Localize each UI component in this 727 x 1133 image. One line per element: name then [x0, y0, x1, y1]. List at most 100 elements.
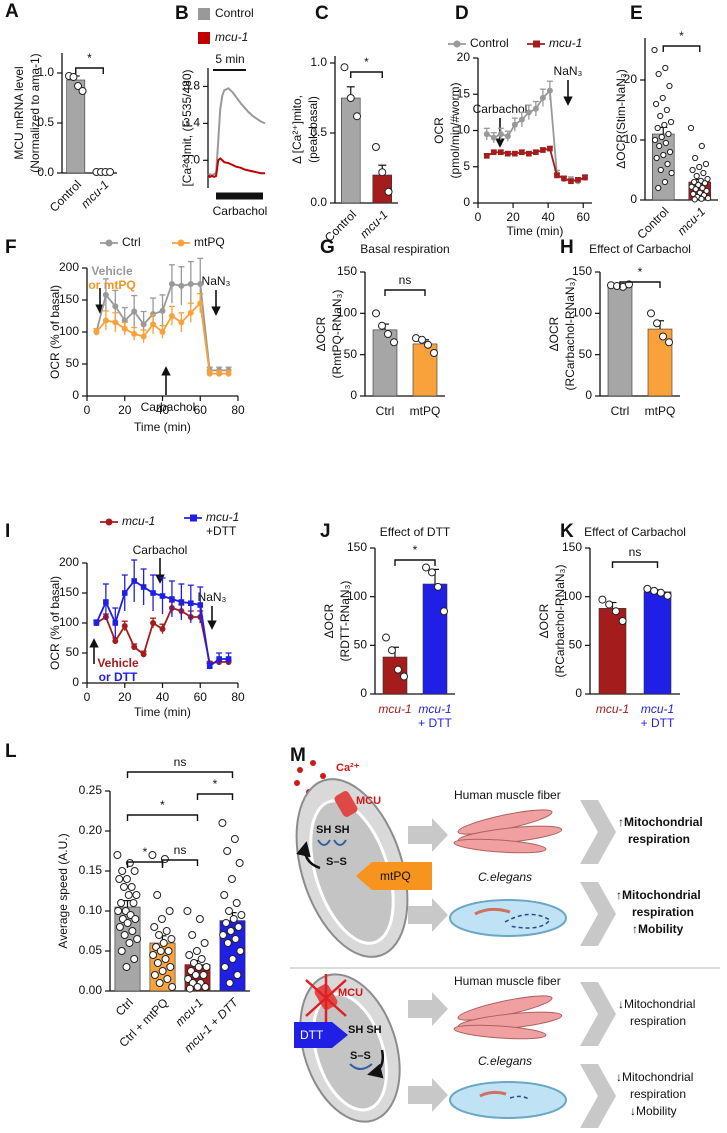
- muscle-fibers: [453, 809, 563, 854]
- y-tick-label: 200: [59, 260, 79, 274]
- y-tick-label: 100: [347, 589, 367, 603]
- annotation: Vehicle: [97, 656, 139, 670]
- significance-bracket: [196, 793, 234, 800]
- x-tick-label: Control: [634, 204, 671, 241]
- data-point: [130, 867, 139, 875]
- y-tick-label: 150: [562, 540, 582, 554]
- data-point: [106, 168, 115, 176]
- y-tick-label: 150: [572, 264, 592, 278]
- data-point: [388, 646, 396, 655]
- y-axis-label: OCR (% of basal): [48, 285, 62, 379]
- x-tick-label: Control: [47, 177, 84, 214]
- y-tick-label: 3.8: [183, 79, 200, 93]
- thiols-label: SH SH: [348, 1024, 382, 1036]
- data-point: [229, 915, 238, 923]
- data-point: [197, 955, 206, 963]
- redox-arrow: [296, 841, 321, 870]
- data-point: [691, 196, 698, 203]
- data-point: [185, 984, 194, 993]
- annotation: Carbachol: [141, 400, 196, 414]
- annotation: or mtPQ: [88, 278, 135, 292]
- y-tick-label: 3.0: [183, 152, 200, 166]
- y-axis-label: ΔOCR: [322, 603, 336, 638]
- data-point: [689, 166, 696, 174]
- data-point: [195, 915, 204, 923]
- panel-label: E: [630, 3, 643, 24]
- data-point: [183, 907, 192, 915]
- data-point: [693, 172, 700, 180]
- mcu-channel: [334, 791, 358, 817]
- drug-label: DTT: [300, 1028, 324, 1042]
- data-point: [222, 919, 231, 927]
- track: [509, 1095, 531, 1101]
- data-point: [696, 163, 703, 171]
- data-point: [699, 184, 706, 192]
- data-point: [220, 891, 229, 899]
- y-axis-label: Δ [Ca²⁺]mito,: [290, 95, 304, 164]
- effect-text: ↑Mitochondrial: [616, 888, 701, 902]
- data-point: [668, 169, 675, 177]
- data-point: [440, 607, 448, 616]
- data-point: [159, 939, 168, 947]
- panel-label: I: [5, 521, 10, 542]
- data-point: [346, 94, 355, 102]
- worm-label: C.elegans: [478, 1054, 532, 1068]
- y-tick-label: 0.10: [79, 903, 103, 917]
- y-tick-label: 150: [347, 540, 367, 554]
- y-tick-label: 50: [344, 347, 358, 361]
- data-point: [120, 931, 129, 939]
- y-axis-label: (RDTT-RNaN₃): [338, 581, 352, 662]
- data-point: [194, 963, 203, 971]
- significance-bracket: [611, 561, 659, 568]
- data-point: [661, 178, 669, 186]
- data-point: [140, 333, 147, 340]
- annotation: 5 min: [215, 52, 244, 66]
- data-point: [93, 329, 100, 335]
- data-point: [150, 620, 157, 626]
- data-point: [140, 651, 147, 658]
- worm-label: C.elegans: [478, 870, 532, 884]
- data-point: [382, 633, 390, 642]
- y-tick-label: 0.0: [310, 195, 327, 209]
- data-point: [371, 143, 380, 151]
- significance-bracket: [75, 67, 104, 74]
- data-point: [701, 180, 709, 187]
- y-tick-label: 100: [337, 306, 357, 320]
- y-axis-label: OCR: [432, 117, 446, 144]
- data-point: [117, 947, 126, 955]
- data-point: [698, 142, 705, 150]
- data-point: [102, 291, 109, 298]
- data-point: [424, 340, 432, 349]
- effect-text: respiration: [630, 1087, 686, 1101]
- data-point: [657, 166, 664, 174]
- significance-label: *: [679, 29, 684, 43]
- data-point: [162, 927, 171, 935]
- data-point: [511, 121, 518, 128]
- legend-label: mcu-1 +DTT: [206, 510, 239, 538]
- data-point: [532, 105, 539, 112]
- data-point: [665, 130, 672, 138]
- chevron: [580, 1064, 616, 1128]
- drug-label: mtPQ: [380, 869, 411, 883]
- data-point: [226, 927, 235, 935]
- effect-text: ↓Mitochondrial: [618, 997, 695, 1011]
- data-point: [539, 94, 546, 101]
- worm: [479, 1090, 507, 1098]
- data-point: [561, 175, 567, 182]
- data-point: [148, 851, 157, 859]
- data-point: [178, 599, 185, 605]
- data-point: [230, 835, 239, 843]
- y-tick-label: 0.20: [79, 823, 103, 837]
- data-point: [199, 971, 208, 979]
- legend-label: mtPQ: [194, 235, 225, 249]
- legend-marker: [190, 514, 197, 522]
- panel-label: A: [5, 1, 19, 22]
- significance-bracket: [350, 71, 383, 78]
- annotation: Carbachol: [133, 543, 188, 557]
- significance-bracket: [384, 289, 426, 296]
- panel-label: H: [560, 237, 574, 258]
- y-tick-label: 0.5: [37, 115, 54, 129]
- disulfide-label: S–S: [350, 1050, 371, 1062]
- x-tick-label: 20: [118, 403, 132, 417]
